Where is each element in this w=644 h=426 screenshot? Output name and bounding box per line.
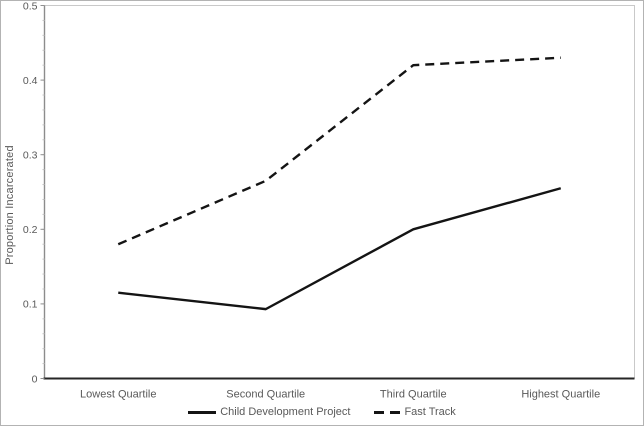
chart-legend: Child Development Project Fast Track [1,406,643,418]
solid-line-swatch-icon [188,410,217,414]
y-tick-label: 0.4 [23,75,38,87]
series-line-child-development-project [118,187,562,311]
legend-item-fast-track: Fast Track [374,406,456,418]
legend-label: Child Development Project [220,406,351,418]
y-tick-label: 0 [32,373,38,385]
y-tick-label: 0.5 [23,1,38,12]
legend-label: Fast Track [404,406,456,418]
y-tick-label: 0.3 [23,150,38,162]
x-category-label: Lowest Quartile [80,389,156,401]
series-line-fast-track [117,56,561,246]
dashed-line-swatch-icon [374,410,401,414]
x-category-label: Highest Quartile [521,389,600,401]
x-category-label: Third Quartile [380,389,447,401]
y-tick-label: 0.1 [23,299,38,311]
y-tick-label: 0.2 [23,224,38,236]
plot-area-border [44,5,635,379]
x-category-label: Second Quartile [226,389,305,401]
legend-item-child-development-project: Child Development Project [188,406,350,418]
